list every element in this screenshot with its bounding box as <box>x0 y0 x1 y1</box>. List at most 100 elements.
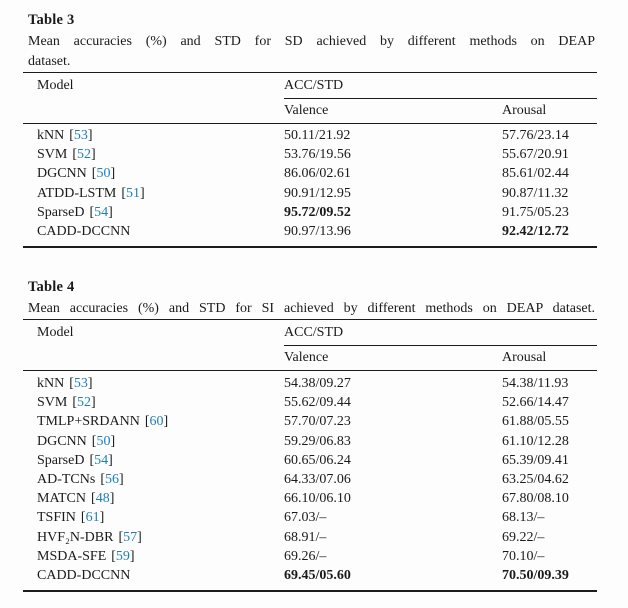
citation-bracket-close: ] <box>108 204 113 220</box>
model-name: MSDA-SFE <box>37 548 107 564</box>
citation-bracket-open: [ <box>91 166 97 182</box>
valence-value: 90.91/12.95 <box>284 185 351 201</box>
table4-body: kNN [53] 54.38/09.27 54.38/11.93 SVM [52] … <box>23 371 597 590</box>
model-name: HVF₂N-DBR <box>37 529 114 545</box>
table-row: ATDD-LSTM [51] 90.91/12.95 90.87/11.32 <box>23 184 597 203</box>
arousal-value: 54.38/11.93 <box>502 376 569 392</box>
valence-value: 67.03/– <box>284 510 327 526</box>
model-name: DGCNN <box>37 166 87 182</box>
valence-value: 69.26/– <box>284 548 327 564</box>
citation-bracket-close: ] <box>110 166 116 182</box>
arousal-value: 61.10/12.28 <box>502 433 569 449</box>
citation: [48] <box>91 491 114 506</box>
citation-bracket-close: ] <box>129 548 135 564</box>
arousal-value: 67.80/08.10 <box>502 491 569 507</box>
arousal-value: 52.66/14.47 <box>502 395 569 411</box>
citation: [59] <box>111 549 134 564</box>
citation-link[interactable]: 54 <box>94 204 109 220</box>
model-name: kNN <box>37 128 65 144</box>
citation-bracket-open: [ <box>144 414 150 430</box>
citation: [51] <box>121 186 144 201</box>
arousal-value: 92.42/12.72 <box>502 224 569 240</box>
citation-bracket-close: ] <box>91 395 96 411</box>
table3-block: Table 3 Mean accuracies (%) and STD for … <box>23 12 628 248</box>
arousal-value: 91.75/05.23 <box>502 204 569 220</box>
arousal-value: 55.67/20.91 <box>502 147 569 163</box>
table3-caption: Mean accuracies (%) and STD for SD achie… <box>28 32 595 72</box>
citation-link[interactable]: 53 <box>73 376 88 392</box>
citation-link[interactable]: 52 <box>77 395 92 411</box>
table-row: MSDA-SFE [59] 69.26/– 70.10/– <box>23 547 597 566</box>
arousal-value: 90.87/11.32 <box>502 185 569 201</box>
table4-title: Table 4 <box>28 278 75 295</box>
table4-caption-line1: Mean accuracies (%) and STD for SI achie… <box>28 300 595 316</box>
citation-bracket-open: [ <box>111 548 116 564</box>
citation-bracket-close: ] <box>137 529 142 545</box>
valence-value: 50.11/21.92 <box>284 128 351 144</box>
model-name: SVM <box>37 147 68 163</box>
arousal-value: 57.76/23.14 <box>502 128 569 144</box>
table3: Model ACC/STD Valence Arousal kNN [53] 50… <box>23 71 597 248</box>
model-name: SparseD <box>37 204 85 220</box>
table-row: SVM [52] 53.76/19.56 55.67/20.91 <box>23 145 597 164</box>
citation-link[interactable]: 61 <box>85 510 100 526</box>
column-header-spacer <box>23 345 284 370</box>
citation: [50] <box>92 166 115 181</box>
column-header-group: ACC/STD <box>284 73 597 100</box>
table3-header-rule <box>23 123 597 125</box>
table3-header-row2: Valence Arousal <box>23 98 597 123</box>
valence-value: 59.29/06.83 <box>284 433 351 449</box>
citation-link[interactable]: 60 <box>149 414 164 430</box>
citation-bracket-open: [ <box>72 147 78 163</box>
citation: [52] <box>72 395 95 410</box>
table4-header-row2: Valence Arousal <box>23 345 597 370</box>
arousal-value: 69.22/– <box>502 529 545 545</box>
arousal-value: 63.25/04.62 <box>502 471 569 487</box>
citation-link[interactable]: 57 <box>123 529 138 545</box>
citation: [54] <box>89 453 112 468</box>
citation-link[interactable]: 50 <box>96 433 111 449</box>
citation-bracket-close: ] <box>87 376 93 392</box>
citation-bracket-close: ] <box>119 471 124 487</box>
citation-bracket-close: ] <box>91 147 96 163</box>
column-header-spacer <box>23 98 284 123</box>
valence-value: 90.97/13.96 <box>284 224 351 240</box>
table3-caption-line1: Mean accuracies (%) and STD for SD achie… <box>28 34 595 49</box>
citation-bracket-open: [ <box>89 452 95 468</box>
citation-bracket-open: [ <box>69 128 74 144</box>
citation-link[interactable]: 54 <box>94 452 109 468</box>
table-row: DGCNN [50] 59.29/06.83 61.10/12.28 <box>23 432 597 451</box>
column-header-arousal: Arousal <box>502 103 547 119</box>
column-header-model: Model <box>37 325 74 341</box>
arousal-value: 70.10/– <box>502 548 545 564</box>
arousal-value: 85.61/02.44 <box>502 166 569 182</box>
model-name: SVM <box>37 395 68 411</box>
table3-header-row1: Model ACC/STD <box>23 73 597 100</box>
citation-bracket-close: ] <box>87 128 93 144</box>
arousal-value: 70.50/09.39 <box>502 567 569 583</box>
table4-caption: Mean accuracies (%) and STD for SI achie… <box>28 299 595 319</box>
citation-link[interactable]: 51 <box>126 185 141 201</box>
valence-value: 54.38/09.27 <box>284 376 351 392</box>
model-name: AD-TCNs <box>37 471 96 487</box>
citation-link[interactable]: 52 <box>77 147 92 163</box>
citation-link[interactable]: 59 <box>115 548 130 564</box>
table-row: CADD-DCCNN 69.45/05.60 70.50/09.39 <box>23 566 597 585</box>
valence-value: 57.70/07.23 <box>284 414 351 430</box>
table3-caption-line2: dataset. <box>28 53 71 69</box>
model-name: CADD-DCCNN <box>37 567 131 583</box>
citation-bracket-open: [ <box>121 185 127 201</box>
citation-link[interactable]: 48 <box>95 491 110 507</box>
valence-value: 55.62/09.44 <box>284 395 351 411</box>
citation-bracket-open: [ <box>91 433 97 449</box>
citation-link[interactable]: 56 <box>105 471 120 487</box>
table4-top-rule <box>23 318 597 321</box>
table-row: kNN [53] 54.38/09.27 54.38/11.93 <box>23 374 597 393</box>
valence-value: 95.72/09.52 <box>284 204 351 220</box>
arousal-value: 61.88/05.55 <box>502 414 569 430</box>
table4: Model ACC/STD Valence Arousal kNN [53] 54… <box>23 318 597 592</box>
citation-link[interactable]: 53 <box>73 128 88 144</box>
citation-link[interactable]: 50 <box>96 166 111 182</box>
table-row: SparseD [54] 95.72/09.52 91.75/05.23 <box>23 203 597 222</box>
